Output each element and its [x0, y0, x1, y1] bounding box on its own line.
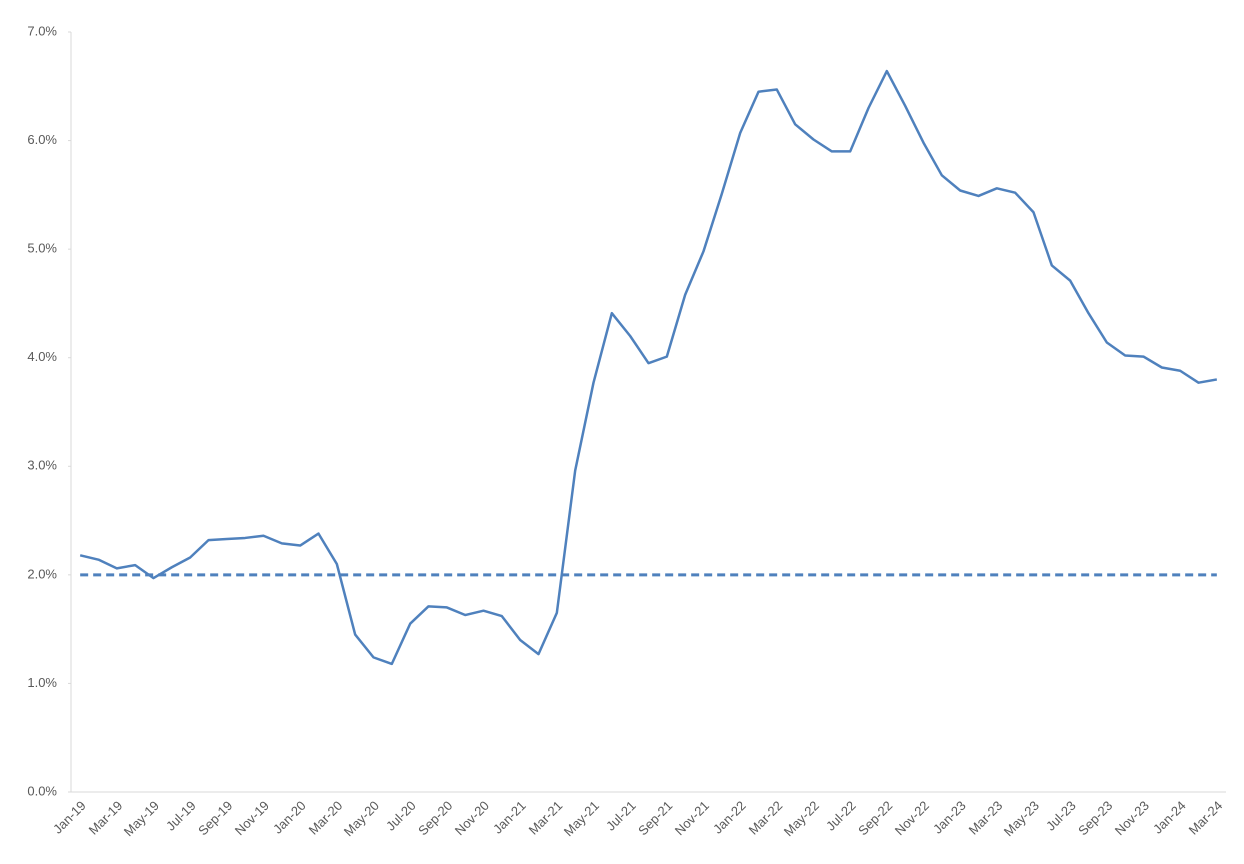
x-tick-label: Mar-22 — [746, 798, 786, 838]
x-tick-label: Jul-21 — [603, 798, 639, 834]
x-tick-label: May-21 — [561, 798, 602, 839]
x-tick-label: Mar-24 — [1186, 798, 1226, 838]
x-tick-label: Nov-20 — [452, 798, 492, 838]
x-tick-label: Jan-24 — [1150, 798, 1189, 837]
x-tick-label: Nov-23 — [1112, 798, 1152, 838]
y-tick-label: 3.0% — [27, 458, 57, 473]
y-tick-label: 5.0% — [27, 241, 57, 256]
x-tick-label: Jan-22 — [710, 798, 749, 837]
x-tick-label: Sep-20 — [415, 798, 455, 838]
x-tick-label: May-23 — [1001, 798, 1042, 839]
x-tick-label: Jul-20 — [383, 798, 419, 834]
data-line — [79, 69, 1218, 666]
x-tick-label: Jul-22 — [823, 798, 859, 834]
x-tick-label: Sep-22 — [855, 798, 895, 838]
x-tick-label: Mar-21 — [526, 798, 566, 838]
x-tick-label: Nov-22 — [892, 798, 932, 838]
x-tick-label: May-20 — [341, 798, 382, 839]
x-tick-label: Mar-19 — [86, 798, 126, 838]
x-tick-label: Mar-20 — [306, 798, 346, 838]
x-tick-label: Sep-19 — [195, 798, 235, 838]
y-tick-label: 0.0% — [27, 783, 57, 798]
y-tick-label: 1.0% — [27, 675, 57, 690]
x-tick-label: Jul-23 — [1043, 798, 1079, 834]
x-tick-label: Nov-21 — [672, 798, 712, 838]
x-tick-label: May-19 — [121, 798, 162, 839]
y-tick-label: 4.0% — [27, 349, 57, 364]
x-tick-label: Jan-21 — [490, 798, 529, 837]
x-tick-label: Sep-21 — [635, 798, 675, 838]
x-tick-label: Nov-19 — [232, 798, 272, 838]
x-tick-label: Jan-19 — [50, 798, 89, 837]
x-tick-label: Jul-19 — [163, 798, 199, 834]
x-tick-label: May-22 — [781, 798, 822, 839]
y-tick-label: 7.0% — [27, 23, 57, 38]
x-tick-label: Mar-23 — [966, 798, 1006, 838]
x-tick-label: Jan-23 — [930, 798, 969, 837]
y-tick-label: 6.0% — [27, 132, 57, 147]
x-tick-label: Jan-20 — [270, 798, 309, 837]
x-tick-label: Sep-23 — [1075, 798, 1115, 838]
y-tick-label: 2.0% — [27, 566, 57, 581]
